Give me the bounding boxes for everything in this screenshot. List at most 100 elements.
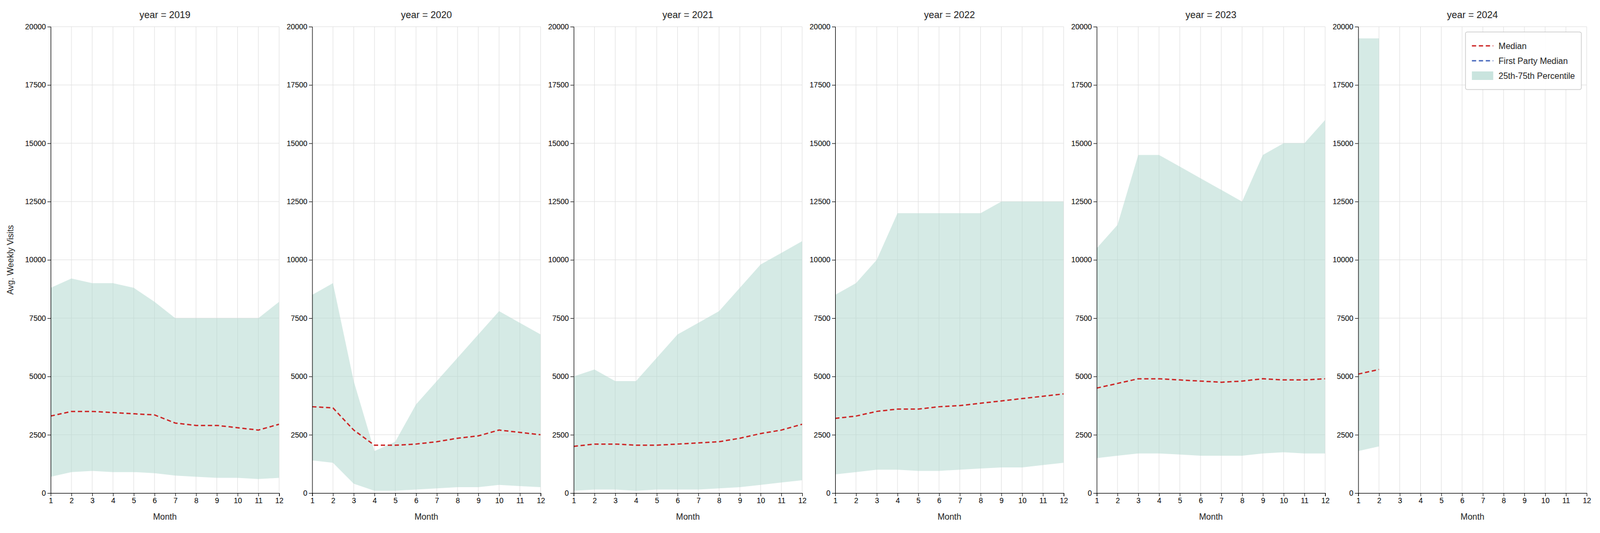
x-tick-label: 8 — [456, 496, 461, 506]
grid-line-y — [50, 26, 279, 28]
x-tick: 3 — [352, 493, 357, 506]
grid-line-y — [835, 84, 1064, 86]
x-tick-label: 9 — [476, 496, 481, 506]
x-tick-label: 12 — [798, 496, 807, 506]
x-tick: 8 — [1501, 493, 1507, 506]
grid-line-y — [50, 84, 279, 86]
y-tick-mark — [47, 26, 51, 28]
y-tick-mark — [570, 143, 574, 144]
percentile-band — [1358, 38, 1380, 452]
percentile-band — [1096, 120, 1325, 459]
x-tick: 5 — [1439, 493, 1444, 506]
grid — [312, 26, 541, 494]
y-tick: 10000 — [286, 255, 312, 264]
legend-swatch — [1472, 71, 1494, 80]
x-tick: 3 — [90, 493, 95, 506]
legend-label: 25th-75th Percentile — [1498, 71, 1575, 81]
grid-line-y — [50, 259, 279, 261]
x-tick: 7 — [1219, 493, 1224, 506]
y-tick-mark — [1093, 435, 1097, 436]
y-axis-line — [308, 27, 313, 494]
y-tick-mark — [1093, 318, 1097, 319]
y-tick-mark — [832, 26, 836, 28]
x-tick: 8 — [194, 493, 199, 506]
y-tick: 12500 — [286, 197, 312, 206]
y-tick-label: 7500 — [1075, 314, 1092, 323]
legend-label: First Party Median — [1498, 56, 1568, 66]
x-tick-label: 10 — [1279, 496, 1288, 506]
x-axis: 123456789101112 — [833, 493, 1069, 506]
y-tick: 12500 — [1332, 197, 1359, 206]
x-tick-label: 3 — [613, 496, 618, 506]
y-tick-label: 15000 — [548, 139, 570, 148]
y-axis: 02500500075001000012500150001750020000 — [1070, 22, 1097, 498]
y-tick-label: 10000 — [809, 255, 831, 264]
x-tick-label: 1 — [1356, 496, 1361, 506]
x-tick: 4 — [895, 493, 900, 506]
x-tick: 10 — [1018, 493, 1027, 506]
grid-line-y — [312, 26, 541, 28]
y-tick: 20000 — [286, 22, 312, 31]
y-tick-mark — [1355, 435, 1359, 436]
y-tick-mark — [1093, 201, 1097, 203]
grid-line-y — [573, 84, 803, 86]
grid — [1096, 26, 1325, 494]
x-tick: 5 — [654, 493, 660, 506]
x-tick-label: 9 — [738, 496, 743, 506]
y-axis: 02500500075001000012500150001750020000 — [548, 22, 574, 498]
y-tick: 0 — [41, 489, 51, 498]
x-tick-label: 1 — [49, 496, 54, 506]
x-tick: 5 — [393, 493, 398, 506]
y-tick-label: 15000 — [25, 139, 46, 148]
x-tick: 6 — [1460, 493, 1465, 506]
y-tick: 15000 — [809, 139, 836, 148]
y-axis-line — [570, 27, 575, 494]
y-tick-label: 17500 — [25, 80, 46, 90]
y-tick: 15000 — [286, 139, 312, 148]
x-tick-label: 6 — [414, 496, 419, 506]
x-axis-line — [835, 493, 1064, 498]
y-tick: 5000 — [290, 372, 312, 381]
x-tick-label: 4 — [895, 496, 900, 506]
y-tick-mark — [308, 318, 312, 319]
x-tick: 2 — [592, 493, 597, 506]
x-tick: 9 — [1260, 493, 1266, 506]
x-tick-label: 8 — [1240, 496, 1245, 506]
y-tick-label: 5000 — [1337, 372, 1354, 381]
y-tick-mark — [832, 318, 836, 319]
y-tick-mark — [308, 143, 312, 144]
y-tick-label: 7500 — [29, 314, 46, 323]
x-tick-label: 3 — [90, 496, 95, 506]
grid-line-y — [312, 142, 541, 144]
y-tick-label: 15000 — [286, 139, 308, 148]
x-tick-label: 11 — [1039, 496, 1048, 506]
panel-title: year = 2021 — [662, 9, 714, 21]
y-tick: 10000 — [548, 255, 574, 264]
x-tick: 8 — [456, 493, 461, 506]
y-tick-label: 2500 — [1337, 430, 1354, 440]
x-tick: 11 — [254, 493, 263, 506]
x-tick-label: 7 — [1481, 496, 1486, 506]
y-tick-mark — [47, 260, 51, 261]
grid-line-y — [573, 201, 803, 203]
x-tick: 2 — [854, 493, 859, 506]
y-tick-mark — [1093, 143, 1097, 144]
x-tick-label: 5 — [1178, 496, 1183, 506]
x-tick: 8 — [1240, 493, 1245, 506]
panel-title: year = 2020 — [401, 9, 453, 21]
x-tick-label: 4 — [1418, 496, 1423, 506]
y-tick-mark — [47, 84, 51, 86]
legend-label: Median — [1498, 41, 1527, 51]
y-tick-label: 12500 — [1332, 197, 1354, 206]
y-tick-label: 20000 — [809, 22, 831, 31]
y-axis: 02500500075001000012500150001750020000 — [286, 22, 312, 498]
y-tick-mark — [47, 376, 51, 378]
grid-line-y — [1358, 142, 1587, 144]
y-tick-label: 12500 — [25, 197, 46, 206]
y-tick-label: 15000 — [1070, 139, 1092, 148]
y-tick-mark — [570, 376, 574, 378]
grid-line-y — [1096, 84, 1325, 86]
x-tick: 7 — [173, 493, 178, 506]
x-axis-line — [1358, 493, 1587, 498]
x-tick: 5 — [916, 493, 921, 506]
